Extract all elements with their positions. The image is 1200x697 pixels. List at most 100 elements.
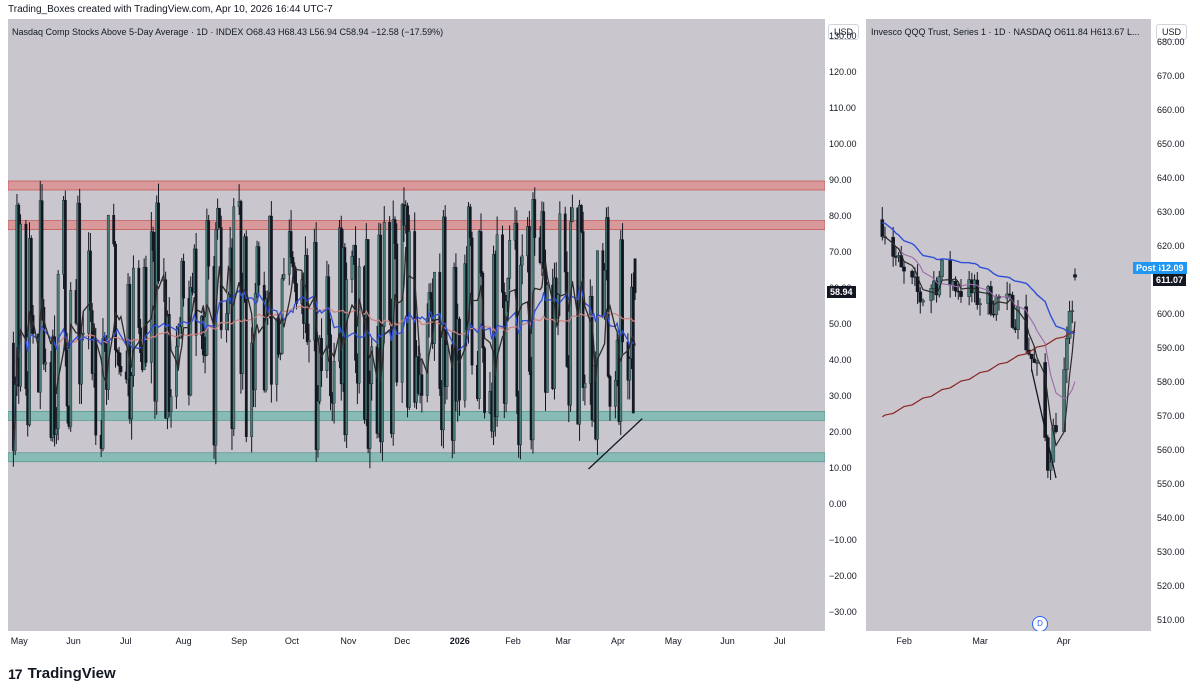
candle-body	[1070, 310, 1075, 312]
right-y-tick: 630.00	[1157, 206, 1185, 217]
right-y-tick: 520.00	[1157, 580, 1185, 591]
left-time-label: Sep	[231, 636, 248, 646]
candle-body	[558, 213, 562, 295]
candle-body	[78, 202, 82, 385]
support-trendline[interactable]	[588, 418, 643, 470]
candle-body	[565, 271, 569, 367]
candle-body	[327, 276, 331, 335]
left-y-tick: −30.00	[829, 607, 857, 617]
right-price-axis[interactable]: USD 680.00 670.00 660.00 650.00 640.00 630.00…	[1151, 19, 1193, 631]
candle-body	[429, 292, 433, 300]
candle-body	[420, 374, 424, 396]
candle-body	[151, 231, 155, 251]
right-y-tick: 560.00	[1157, 444, 1185, 455]
candle-body	[115, 349, 119, 353]
candle-body	[182, 260, 185, 299]
candle-body	[1008, 293, 1012, 296]
candle-body	[149, 231, 153, 363]
right-currency-button[interactable]: USD	[1156, 24, 1188, 40]
candle-body	[19, 223, 22, 387]
right-chart-pane[interactable]	[866, 19, 1151, 631]
left-time-label: May	[10, 636, 28, 646]
resistance-zone	[8, 220, 825, 230]
candle-body	[291, 257, 295, 268]
candle-body	[918, 291, 923, 303]
left-y-tick: 90.00	[829, 175, 852, 185]
right-y-tick: 660.00	[1157, 104, 1185, 115]
candle-body	[175, 346, 178, 397]
candle-body	[332, 360, 336, 404]
left-y-tick: 110.00	[829, 103, 856, 113]
candle-body	[205, 220, 209, 356]
candle-body	[631, 286, 635, 414]
candle-body	[425, 317, 429, 396]
right-chart-plot	[880, 207, 1077, 480]
candle-body	[596, 250, 599, 440]
candle-body	[519, 264, 522, 446]
candle-body	[569, 221, 572, 406]
candle-body	[295, 283, 298, 304]
candle-body	[608, 376, 612, 407]
resistance-zone	[8, 180, 825, 191]
moving-average-20	[882, 236, 1076, 400]
candle-body	[994, 296, 999, 315]
candle-body	[542, 211, 546, 270]
right-time-axis[interactable]: Feb Mar Apr	[866, 631, 1151, 649]
selloff-trendline[interactable]	[1030, 369, 1057, 479]
candle-body	[244, 236, 248, 437]
candle-body	[479, 231, 483, 274]
left-chart-legend: Nasdaq Comp Stocks Above 5-Day Average ·…	[12, 27, 444, 37]
left-time-label: May	[664, 636, 682, 646]
candle-body	[1032, 358, 1037, 363]
left-chart-pane[interactable]	[8, 19, 825, 631]
candle-body	[581, 231, 585, 389]
dividend-event-badge[interactable]: D	[1032, 616, 1048, 632]
candle-body	[282, 274, 286, 279]
candle-body	[314, 242, 318, 450]
left-time-axis[interactable]: May Jun Jul Aug Sep Oct Nov Dec 2026 Feb Mar Apr May…	[8, 631, 825, 649]
tradingview-logo[interactable]: 17 TradingView	[8, 665, 116, 682]
right-last-value-label: 611.07	[1153, 274, 1187, 287]
candle-body	[381, 326, 384, 443]
candle-body	[880, 219, 885, 237]
left-time-label: Apr	[610, 636, 625, 646]
left-time-label: Feb	[505, 636, 521, 646]
candle-body	[69, 290, 73, 427]
moving-average-50	[882, 222, 1076, 334]
left-time-label: Oct	[284, 636, 299, 646]
candle-body	[1043, 362, 1047, 438]
candle-body	[937, 276, 942, 296]
candle-body	[1067, 311, 1072, 339]
left-y-tick: −10.00	[829, 535, 857, 545]
candle-body	[427, 292, 431, 319]
left-y-tick: 30.00	[829, 391, 852, 401]
candle-body	[106, 215, 110, 390]
left-currency-button[interactable]: USD	[828, 24, 860, 40]
left-time-label: Jun	[720, 636, 735, 646]
right-y-tick: 680.00	[1157, 36, 1185, 47]
left-time-label: Nov	[340, 636, 357, 646]
candle-body	[959, 291, 963, 297]
candle-body	[370, 346, 374, 385]
candle-body	[218, 208, 221, 228]
left-y-tick: 70.00	[829, 247, 852, 257]
candle-body	[978, 303, 982, 306]
left-time-label: Jul	[120, 636, 132, 646]
left-y-tick: 10.00	[829, 463, 852, 473]
candle-body	[137, 267, 141, 328]
right-post-value-label: 612.09	[1153, 261, 1187, 274]
candle-body	[443, 216, 447, 387]
left-time-label: Jun	[66, 636, 81, 646]
right-y-tick: 530.00	[1157, 546, 1185, 557]
candle-body	[264, 298, 268, 391]
candle-body	[583, 383, 587, 389]
post-market-tag: Post	[1133, 261, 1159, 274]
right-y-tick: 550.00	[1157, 478, 1185, 489]
candle-body	[501, 234, 504, 293]
candle-body	[278, 353, 282, 355]
candle-body	[382, 222, 386, 327]
candle-body	[508, 240, 512, 279]
candle-body	[603, 270, 607, 317]
left-price-axis[interactable]: USD 130.00 120.00 110.00 100.00 90.00 80.00 70…	[825, 19, 862, 631]
candle-body	[232, 206, 236, 429]
